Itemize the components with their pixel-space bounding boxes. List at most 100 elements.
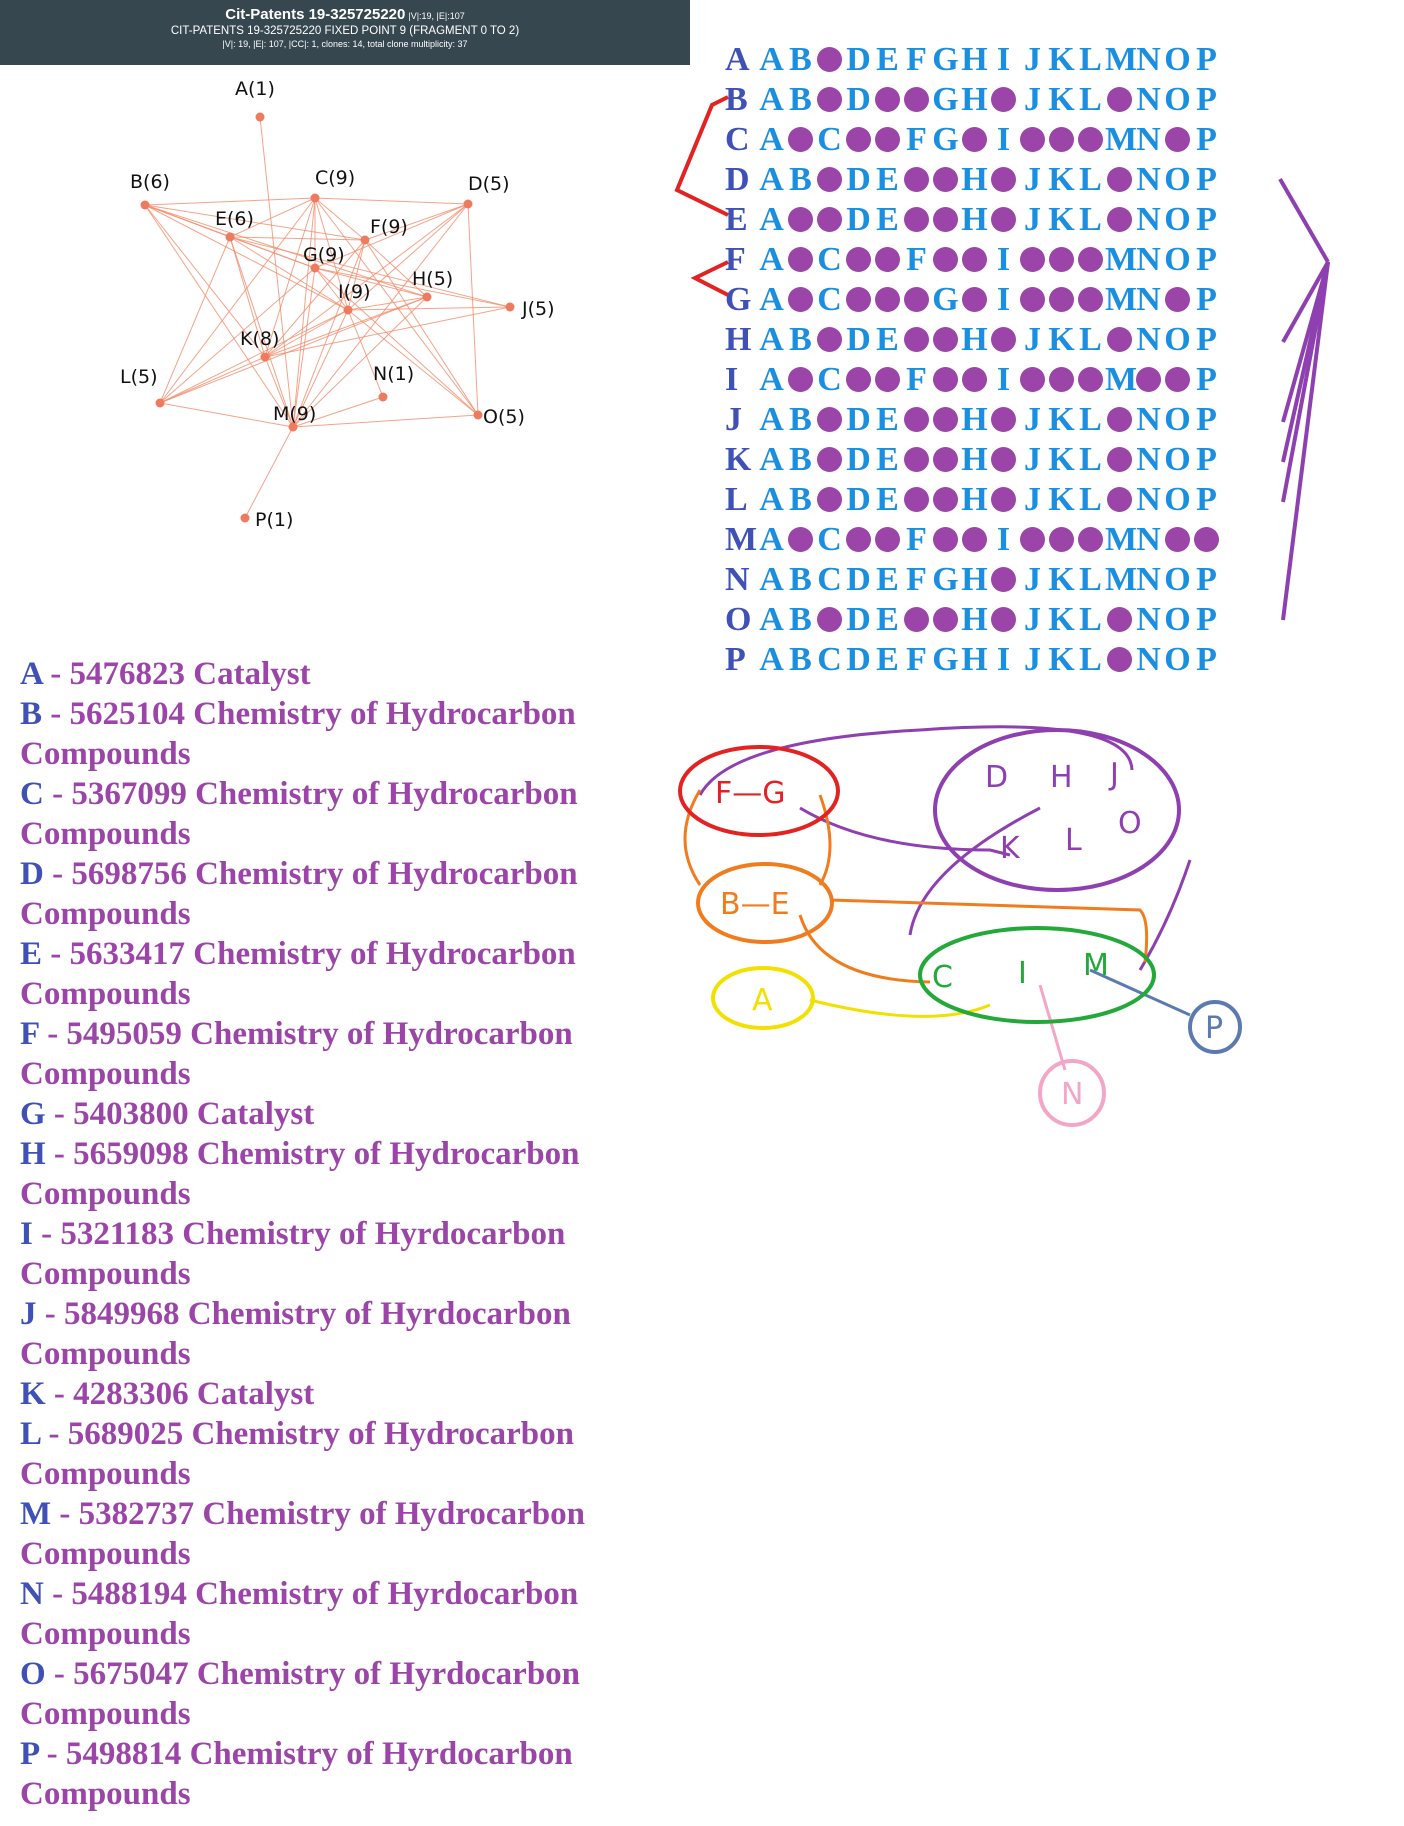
be-cluster-label: B—E [720, 887, 790, 922]
matrix-cell: C [815, 240, 844, 280]
graph-edge-a-m [260, 117, 293, 427]
matrix-row-header: O [725, 600, 757, 640]
matrix-cell: F [902, 640, 931, 680]
matrix-cell-marked: B [786, 360, 815, 400]
legend-key: G [20, 1096, 46, 1132]
matrix-row-p: PABCDEFGHIJKLMNOP [725, 640, 1221, 680]
matrix-row-g: GABCDEFGHIJKLMNOP [725, 280, 1221, 320]
graph-node-c[interactable] [311, 194, 320, 203]
matrix-cell: E [873, 560, 902, 600]
matrix-cell-marked: G [931, 520, 960, 560]
dhjklo-letter-k: K [1000, 831, 1021, 866]
matrix-cell-marked: I [989, 560, 1018, 600]
cim-letter-c: C [932, 960, 953, 995]
matrix-cell: J [1018, 200, 1047, 240]
matrix-cell: N [1134, 80, 1163, 120]
graph-node-b[interactable] [141, 201, 150, 210]
graph-edge-l-g [160, 268, 315, 403]
matrix-cell: B [786, 320, 815, 360]
graph-node-f[interactable] [361, 236, 370, 245]
matrix-cell-marked: B [786, 240, 815, 280]
matrix-row-h: HABCDEFGHIJKLMNOP [725, 320, 1221, 360]
matrix-cell: C [815, 120, 844, 160]
matrix-cell: P [1192, 240, 1221, 280]
matrix-cell: L [1076, 200, 1105, 240]
header-stats: |V|: 19, |E|: 107, |CC|: 1, clones: 14, … [0, 39, 690, 49]
matrix-cell: K [1047, 80, 1076, 120]
matrix-cell: L [1076, 160, 1105, 200]
matrix-cell-marked: K [1047, 360, 1076, 400]
graph-node-h[interactable] [423, 293, 432, 302]
legend-item-j: J - 5849968 Chemistry of Hyrdocarbon Com… [20, 1294, 640, 1374]
graph-node-i[interactable] [344, 306, 353, 315]
matrix-row-f: FABCDEFGHIJKLMNOP [725, 240, 1221, 280]
matrix-cell-marked: C [815, 400, 844, 440]
fg-to-k-link [800, 808, 1010, 855]
matrix-cell-marked: E [873, 280, 902, 320]
cim-cluster-ellipse [920, 928, 1154, 1022]
matrix-cell: I [989, 40, 1018, 80]
matrix-cell: B [786, 600, 815, 640]
matrix-cell: L [1076, 320, 1105, 360]
graph-node-n[interactable] [379, 393, 388, 402]
graph-node-o[interactable] [474, 411, 483, 420]
matrix-cell: K [1047, 40, 1076, 80]
matrix-cell-marked: H [960, 280, 989, 320]
matrix-cell: P [1192, 280, 1221, 320]
matrix-cell: D [844, 80, 873, 120]
matrix-cell-marked: D [844, 360, 873, 400]
matrix-cell: B [786, 480, 815, 520]
matrix-cell: K [1047, 160, 1076, 200]
cim-letter-m: M [1083, 948, 1109, 983]
graph-node-label-h: H(5) [412, 268, 453, 290]
matrix-cell-marked: O [1163, 120, 1192, 160]
matrix-cell: F [902, 40, 931, 80]
matrix-cell: D [844, 320, 873, 360]
matrix-cell: N [1134, 320, 1163, 360]
matrix-cell-marked: G [931, 400, 960, 440]
matrix-cell: P [1192, 160, 1221, 200]
graph-node-l[interactable] [156, 399, 165, 408]
patent-legend: A - 5476823 CatalystB - 5625104 Chemistr… [20, 654, 640, 1814]
matrix-cell: C [815, 560, 844, 600]
fg-cluster-label: F—G [715, 776, 786, 811]
legend-key: H [20, 1136, 46, 1172]
matrix-cell: G [931, 120, 960, 160]
legend-item-b: B - 5625104 Chemistry of Hydrocarbon Com… [20, 694, 640, 774]
matrix-cell: A [757, 320, 786, 360]
cim-letter-i: I [1018, 956, 1027, 991]
matrix-cell: B [786, 640, 815, 680]
matrix-cell-marked: E [873, 80, 902, 120]
legend-key: C [20, 776, 44, 812]
citation-graph: A(1)B(6)C(9)D(5)E(6)F(9)G(9)H(5)I(9)J(5)… [0, 65, 690, 565]
matrix-cell: J [1018, 600, 1047, 640]
legend-text: - 5476823 Catalyst [42, 656, 311, 692]
matrix-cell: I [989, 360, 1018, 400]
matrix-cell: P [1192, 640, 1221, 680]
matrix-row-b: BABCDEFGHIJKLMNOP [725, 80, 1221, 120]
legend-text: - 5659098 Chemistry of Hydrocarbon Compo… [20, 1136, 579, 1212]
matrix-cell-marked: G [931, 200, 960, 240]
matrix-cell: I [989, 640, 1018, 680]
matrix-cell: E [873, 320, 902, 360]
matrix-cell: N [1134, 40, 1163, 80]
matrix-cell: O [1163, 640, 1192, 680]
matrix-cell-marked: L [1076, 120, 1105, 160]
matrix-cell: O [1163, 600, 1192, 640]
legend-key: N [20, 1576, 44, 1612]
purple-fan-arrows [1280, 179, 1328, 620]
graph-node-p[interactable] [241, 514, 250, 523]
graph-node-label-e: E(6) [215, 208, 254, 230]
graph-node-e[interactable] [226, 233, 235, 242]
matrix-row-n: NABCDEFGHIJKLMNOP [725, 560, 1221, 600]
red-bracket-bottom [695, 262, 728, 295]
graph-node-j[interactable] [506, 303, 515, 312]
graph-node-d[interactable] [464, 200, 473, 209]
matrix-cell-marked: I [989, 440, 1018, 480]
matrix-cell: L [1076, 400, 1105, 440]
graph-node-k[interactable] [261, 353, 270, 362]
matrix-cell: A [757, 600, 786, 640]
graph-node-a[interactable] [256, 113, 265, 122]
matrix-cell: B [786, 160, 815, 200]
matrix-cell: K [1047, 600, 1076, 640]
